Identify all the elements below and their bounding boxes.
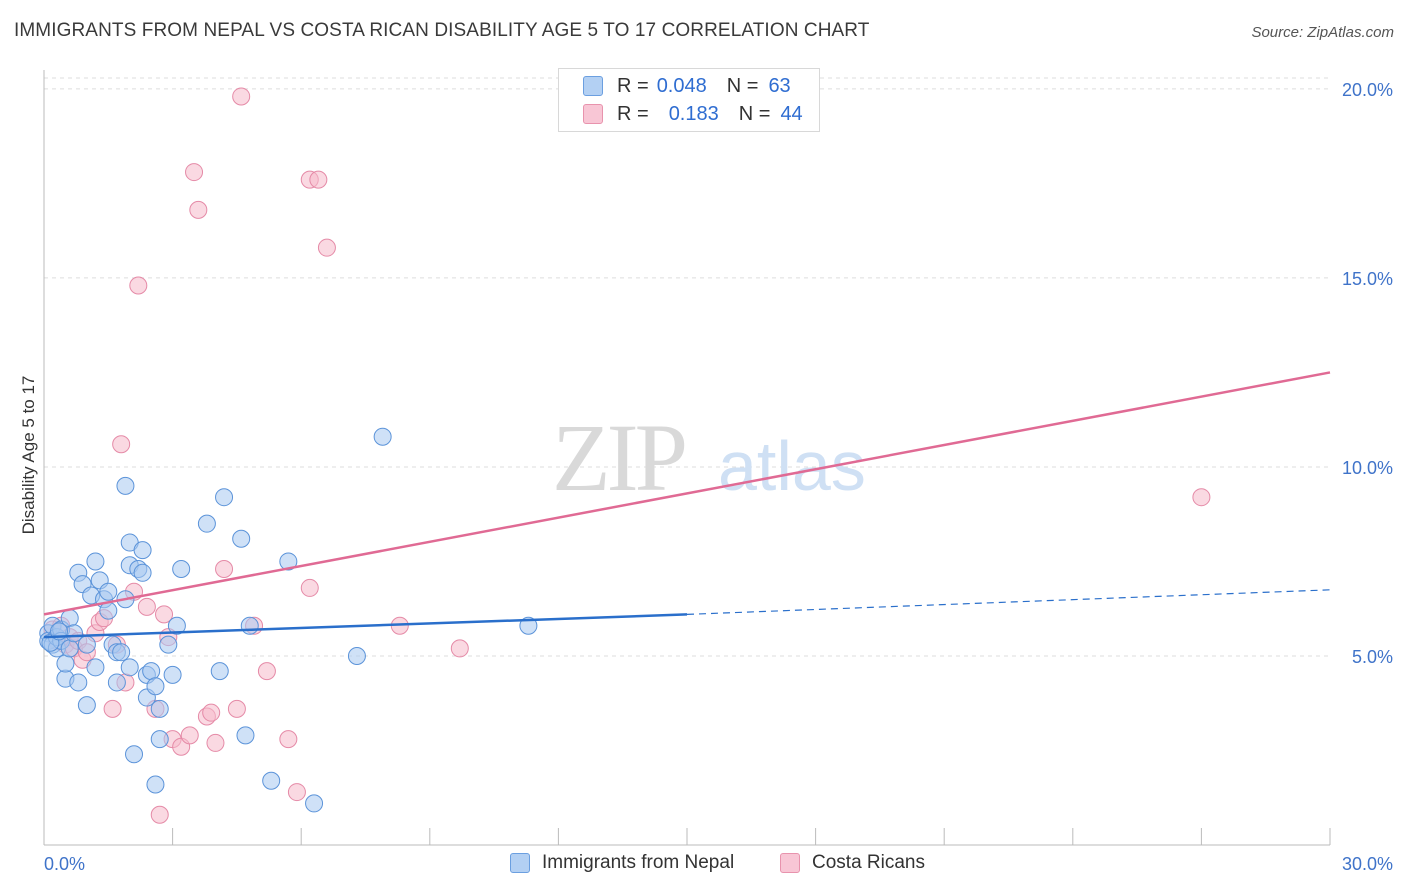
x-tick-label: 30.0% (1342, 854, 1393, 874)
nepal-point (77, 696, 96, 715)
costa-ricans-point (309, 170, 328, 189)
nepal-point (172, 560, 191, 579)
nepal-point (197, 514, 216, 533)
y-tick-label: 15.0% (1342, 269, 1393, 289)
nepal-point (210, 662, 229, 681)
nepal-point (159, 635, 178, 654)
nepal-point (69, 673, 88, 692)
legend-r-value: 0.183 (668, 102, 719, 125)
nepal-point (215, 488, 234, 507)
costa-ricans-point (103, 699, 122, 718)
costa-ricans-point (150, 805, 169, 824)
nepal-point (347, 646, 366, 665)
y-tick-label: 20.0% (1342, 80, 1393, 100)
costa-ricans-point (206, 733, 225, 752)
costa-ricans-point (279, 730, 298, 749)
costa-ricans-point (129, 276, 148, 295)
y-axis-label: Disability Age 5 to 17 (19, 376, 38, 535)
nepal-point (142, 662, 161, 681)
axes (43, 70, 1331, 846)
nepal-swatch (583, 76, 603, 96)
costa-ricans-point (215, 560, 234, 579)
legend-n-label: N = (738, 102, 771, 125)
costa-ricans-point (137, 597, 156, 616)
bottom-legend-label: Costa Ricans (812, 852, 925, 873)
costa-ricans-point (155, 605, 174, 624)
nepal-point (86, 658, 105, 677)
nepal-legend-swatch (510, 853, 530, 873)
legend-n-label: N = (726, 74, 759, 97)
bottom-legend-label: Immigrants from Nepal (542, 852, 735, 873)
nepal-point (56, 654, 75, 673)
nepal-point (150, 699, 169, 718)
costa-ricans-point (227, 699, 246, 718)
watermark: ZIP atlas (552, 404, 866, 511)
nepal-point (116, 476, 135, 495)
correlation-legend: R = 0.048 N = 63 R = 0.183 N = 44 (558, 68, 820, 132)
nepal-point (519, 616, 538, 635)
nepal-point (167, 616, 186, 635)
costa-ricans-point (232, 87, 251, 106)
costa-ricans-point (257, 662, 276, 681)
legend-r-label: R = (617, 102, 649, 125)
x-tick-label: 0.0% (44, 854, 85, 874)
grid-lines (44, 77, 1330, 657)
nepal-point (150, 730, 169, 749)
costa-swatch (583, 104, 603, 124)
costa-ricans-point (202, 703, 221, 722)
legend-r-value: 0.048 (656, 74, 707, 97)
nepal-point (133, 563, 152, 582)
nepal-trend-extension (686, 589, 1331, 615)
legend-n-value: 63 (768, 74, 791, 97)
bottom-legend-costa: Costa Ricans (780, 852, 925, 874)
nepal-point (99, 582, 118, 601)
nepal-point (112, 643, 131, 662)
y-tick-label: 5.0% (1352, 647, 1393, 667)
costa-ricans-point (317, 238, 336, 257)
costa-ricans-trend-line (43, 371, 1331, 616)
watermark-zip: ZIP (552, 404, 685, 511)
nepal-point (133, 541, 152, 560)
nepal-point (279, 552, 298, 571)
nepal-point (86, 552, 105, 571)
nepal-point (107, 673, 126, 692)
costa-ricans-point (287, 783, 306, 802)
nepal-point (125, 745, 144, 764)
costa-ricans-point (185, 163, 204, 182)
legend-n-value: 44 (780, 102, 803, 125)
legend-r-label: R = (617, 74, 649, 97)
nepal-points (39, 427, 538, 813)
legend-row-nepal: R = 0.048 N = 63 (583, 73, 791, 99)
costa-ricans-point (300, 578, 319, 597)
nepal-point (373, 427, 392, 446)
nepal-point (232, 529, 251, 548)
nepal-point (236, 726, 255, 745)
costa-legend-swatch (780, 853, 800, 873)
source-note: Source: ZipAtlas.com (1251, 24, 1394, 41)
costa-ricans-point (112, 435, 131, 454)
chart-title: IMMIGRANTS FROM NEPAL VS COSTA RICAN DIS… (14, 20, 870, 41)
nepal-trend-line (43, 613, 688, 639)
legend-row-costa: R = 0.183 N = 44 (583, 101, 803, 127)
watermark-atlas: atlas (718, 427, 866, 505)
nepal-point (163, 665, 182, 684)
nepal-point (240, 616, 259, 635)
nepal-point (305, 794, 324, 813)
tick-labels: 5.0% 10.0% 15.0% 20.0% 0.0% 30.0% (44, 80, 1393, 874)
trend-lines (43, 371, 1331, 639)
nepal-point (77, 635, 96, 654)
bottom-legend-nepal: Immigrants from Nepal (510, 852, 734, 874)
costa-ricans-point (189, 200, 208, 219)
nepal-point (120, 658, 139, 677)
y-tick-label: 10.0% (1342, 458, 1393, 478)
nepal-point (146, 677, 165, 696)
costa-ricans-point (1192, 488, 1211, 507)
costa-ricans-point (450, 639, 469, 658)
nepal-point (60, 639, 79, 658)
nepal-point (146, 775, 165, 794)
nepal-point (262, 771, 281, 790)
costa-ricans-point (180, 726, 199, 745)
